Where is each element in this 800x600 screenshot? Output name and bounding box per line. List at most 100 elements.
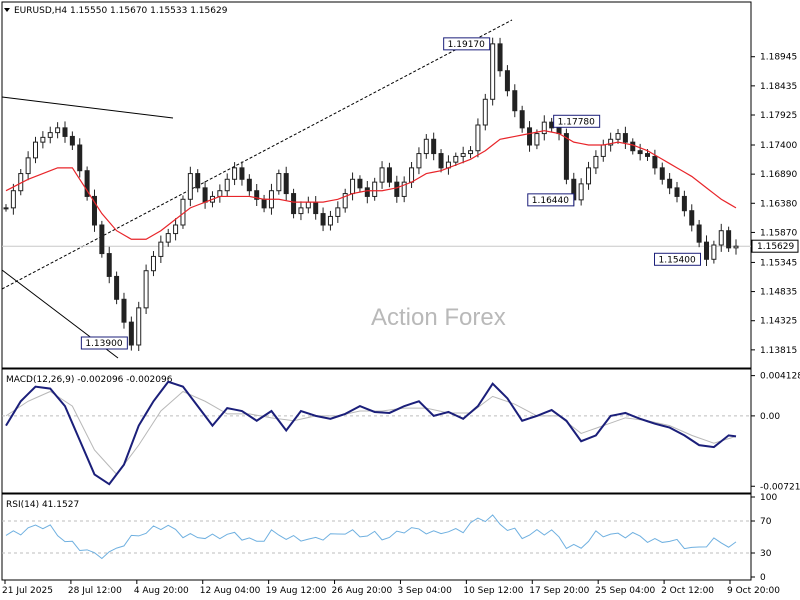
macd-tick-label: 0.004128	[760, 372, 800, 382]
candle-body	[202, 187, 208, 203]
candle-body	[593, 155, 599, 169]
price-label-box	[527, 193, 575, 207]
candle-body	[350, 178, 356, 195]
time-tick-label: 21 Jul 2025	[2, 586, 53, 596]
candle-body	[165, 233, 171, 243]
candle-body	[637, 150, 643, 155]
price-tick-label: 1.14325	[760, 317, 797, 327]
candle-body	[158, 241, 164, 257]
candle-body	[187, 173, 193, 200]
time-tick-label: 4 Aug 20:00	[134, 586, 189, 596]
bid-price-label: 1.15629	[757, 242, 794, 252]
time-tick-label: 10 Sep 12:00	[463, 586, 523, 596]
price-axis: 1.18945 1.18435 1.17925 1.17400 1.16890 1.163…	[751, 53, 797, 356]
price-tick-label: 1.18435	[760, 82, 797, 92]
price-label-text: 1.17780	[558, 117, 595, 127]
price-label-box	[443, 37, 491, 51]
candle-body	[527, 127, 533, 146]
candle-body	[409, 167, 415, 183]
rsi-title: RSI(14) 41.1527	[6, 500, 79, 510]
candle-body	[630, 141, 636, 152]
candle-body	[622, 133, 628, 143]
candle-body	[652, 155, 658, 169]
price-tick-label: 1.15345	[760, 258, 797, 268]
candle-body	[327, 215, 333, 226]
candle-body	[586, 167, 592, 185]
rsi-tick-label: 100	[760, 493, 777, 503]
bid-price-box	[751, 239, 799, 253]
price-label-text: 1.16440	[532, 196, 569, 206]
price-label-box	[654, 252, 702, 266]
candle-body	[84, 170, 90, 197]
bid-line-layer: 1.15629	[2, 239, 799, 253]
candle-body	[106, 253, 112, 277]
candle-body	[704, 241, 710, 260]
candle-body	[519, 110, 525, 129]
moving-average-layer	[5, 130, 737, 240]
candle-body	[615, 133, 621, 140]
price-tick-label: 1.18945	[760, 53, 797, 63]
macd-tick-label: 0.00	[760, 412, 780, 422]
symbol-menu-icon[interactable]	[4, 8, 10, 12]
time-tick-label: 2 Oct 12:00	[661, 586, 714, 596]
candle-body	[534, 133, 540, 146]
candle-body	[438, 153, 444, 169]
macd-tick-label: -0.007216	[760, 482, 800, 492]
candle-body	[357, 178, 363, 189]
candle-body	[246, 178, 252, 192]
rsi-layer: 100 70 30 0	[2, 493, 777, 583]
watermark: Action Forex	[371, 304, 506, 331]
candle-body	[40, 136, 46, 143]
trendline-upper-resistance[interactable]	[1, 96, 174, 119]
price-label-text: 1.15400	[659, 255, 696, 265]
time-tick-label: 19 Aug 12:00	[266, 586, 327, 596]
candle-body	[600, 144, 606, 157]
candle-body	[482, 98, 488, 126]
macd-title: MACD(12,26,9) -0.002096 -0.002096	[6, 375, 173, 385]
rsi-tick-label: 70	[760, 517, 772, 527]
price-tick-label: 1.16380	[760, 199, 797, 209]
macd-line	[5, 380, 737, 486]
time-axis: 21 Jul 2025 28 Jul 12:00 4 Aug 20:00 12 Aug…	[2, 580, 780, 596]
candle-body	[401, 181, 407, 197]
price-label-text: 1.13900	[85, 339, 122, 349]
candle-body	[114, 275, 120, 300]
price-labels-layer: 1.19170 1.17780 1.16440 1.15400 1.13900	[80, 37, 702, 350]
candle-body	[150, 255, 156, 272]
candle-body	[99, 224, 105, 255]
candle-body	[423, 138, 429, 155]
rsi-panel-frame	[1, 493, 752, 581]
candles-layer	[3, 37, 739, 352]
price-tick-label: 1.14835	[760, 288, 797, 298]
candle-body	[394, 181, 400, 197]
candle-body	[10, 190, 16, 209]
candle-body	[217, 190, 223, 197]
candle-body	[313, 201, 319, 215]
candle-body	[674, 187, 680, 197]
price-tick-label: 1.13815	[760, 346, 797, 356]
candle-body	[283, 173, 289, 195]
candle-body	[416, 153, 422, 169]
candle-body	[475, 124, 481, 152]
candle-body	[372, 181, 378, 197]
candle-body	[549, 121, 555, 129]
candle-body	[305, 201, 311, 209]
candle-body	[563, 133, 569, 180]
candle-body	[696, 224, 702, 243]
candle-body	[667, 178, 673, 189]
trendline-rising-channel[interactable]	[1, 19, 513, 290]
macd-layer: 0.004128 0.00 -0.007216	[2, 372, 800, 492]
candle-body	[62, 127, 68, 137]
rsi-line	[5, 514, 737, 560]
rsi-tick-label: 30	[760, 549, 772, 559]
candle-body	[173, 224, 179, 235]
candle-body	[239, 167, 245, 180]
candle-body	[512, 90, 518, 112]
candle-body	[121, 298, 127, 323]
moving-average-line	[5, 130, 737, 240]
candle-body	[379, 167, 385, 183]
time-tick-label: 25 Sep 04:00	[595, 586, 655, 596]
candle-body	[25, 157, 31, 175]
time-tick-label: 9 Oct 20:00	[727, 586, 780, 596]
price-tick-label: 1.15870	[760, 228, 797, 238]
